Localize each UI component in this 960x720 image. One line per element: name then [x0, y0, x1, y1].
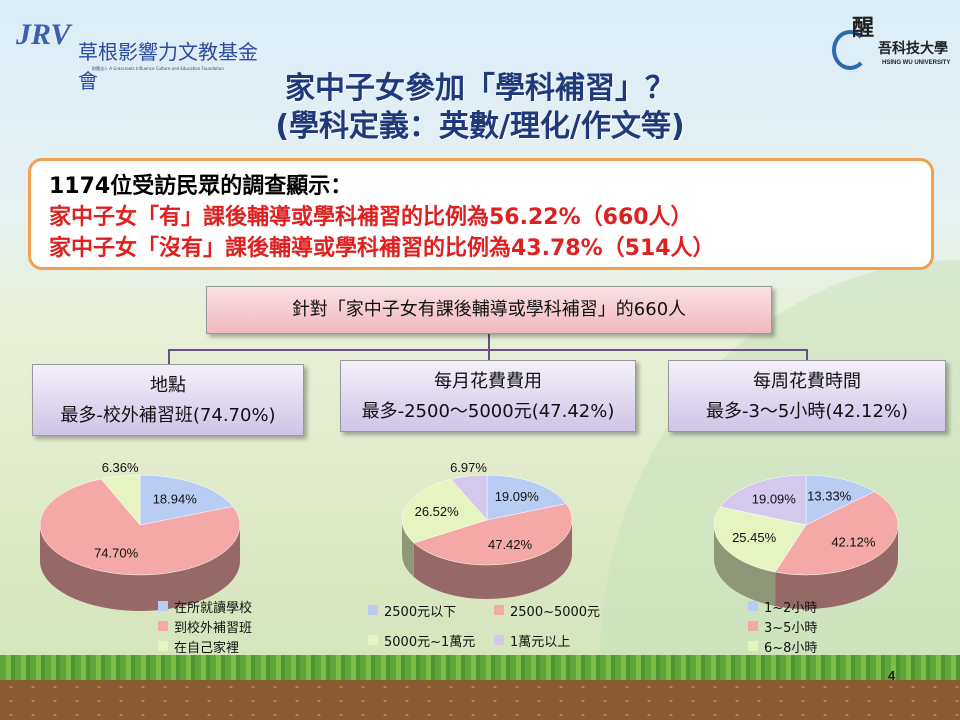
- title-line-2: (學科定義：英數/理化/作文等): [275, 109, 685, 144]
- legend-swatch: [748, 621, 758, 631]
- category-detail: 最多-3～5小時(42.12%): [705, 401, 909, 422]
- pie-2-slice-2: [413, 503, 573, 566]
- legend-label: 到校外補習班: [174, 620, 253, 636]
- pie-3-slice-3: [713, 506, 807, 573]
- pie-1-data-label: 6.36%: [102, 460, 139, 475]
- category-weekly-time: 每周花費時間 最多-3～5小時(42.12%): [668, 360, 946, 432]
- pie-3-slice-4: [719, 474, 807, 526]
- legend-label: 1萬元以上: [510, 634, 571, 650]
- pie-2-data-label: 26.52%: [415, 504, 460, 519]
- pie-1-data-label: 18.94%: [153, 491, 198, 506]
- pie-3-slice-1: [805, 474, 875, 526]
- foundation-subtitle: 財團法人 A Grassroots Influence Culture and …: [92, 66, 224, 71]
- legend-label: 在所就讀學校: [174, 600, 253, 616]
- summary-line-3: 家中子女「沒有」課後輔導或學科補習的比例為43.78%（514人）: [49, 236, 715, 261]
- category-detail: 最多-校外補習班(74.70%): [60, 405, 276, 426]
- pie-2-data-label: 6.97%: [450, 460, 487, 475]
- legend-item: 2500~5000元: [494, 600, 624, 620]
- soil-decoration: [0, 680, 960, 720]
- legend-swatch: [158, 621, 168, 631]
- pie-2-data-label: 19.09%: [495, 489, 540, 504]
- summary-line-1: 1174位受訪民眾的調查顯示：: [49, 174, 353, 199]
- logo-mark: JRV: [16, 18, 71, 51]
- legend-label: 2500~5000元: [510, 604, 601, 620]
- university-name-1: 醒: [852, 15, 875, 41]
- legend-swatch: [158, 601, 168, 611]
- foundation-logo: JRV 草根影響力文教基金會 財團法人 A Grassroots Influen…: [14, 12, 274, 93]
- legend-item: 2500元以下: [368, 600, 494, 620]
- root-node: 針對「家中子女有課後輔導或學科補習」的660人: [206, 286, 772, 334]
- legend-item: 1萬元以上: [494, 630, 624, 650]
- category-title: 每周花費時間: [753, 371, 861, 392]
- pie-2-slice-1: [486, 474, 567, 521]
- pie-1-slice-2: [39, 478, 241, 576]
- connector-line: [488, 334, 490, 350]
- pie-3-data-label: 13.33%: [807, 489, 852, 504]
- legend-item: 5000元~1萬元: [368, 630, 494, 650]
- pie-3-slice-2: [774, 491, 899, 576]
- legend-item: 6~8小時: [748, 636, 817, 656]
- legend-chart-1: 在所就讀學校 到校外補習班 在自己家裡: [158, 596, 252, 656]
- legend-swatch: [748, 641, 758, 651]
- university-logo: 醒 吾科技大學 HSING WU UNIVERSITY: [832, 10, 952, 72]
- category-title: 每月花費費用: [434, 371, 542, 392]
- legend-label: 6~8小時: [764, 640, 818, 656]
- grass-decoration: [0, 655, 960, 683]
- pie-3-side-3: [714, 525, 776, 607]
- legend-chart-3: 1~2小時 3~5小時 6~8小時: [748, 596, 817, 656]
- logo-swirl-icon: [832, 30, 868, 70]
- pie-3-side-2: [775, 525, 898, 609]
- connector-line: [488, 349, 490, 363]
- legend-item: 到校外補習班: [158, 616, 252, 636]
- legend-label: 2500元以下: [384, 604, 457, 620]
- page-number: 4: [888, 668, 896, 683]
- pie-3-data-label: 19.09%: [752, 491, 797, 506]
- connector-line: [168, 349, 170, 365]
- legend-swatch: [368, 635, 378, 645]
- foundation-name: 草根影響力文教基金會: [78, 40, 258, 93]
- legend-item: 在所就讀學校: [158, 596, 252, 616]
- pie-1-slice-1: [139, 474, 234, 526]
- legend-item: 1~2小時: [748, 596, 817, 616]
- slide-title: 家中子女參加「學科補習」？ (學科定義：英數/理化/作文等): [0, 70, 960, 146]
- university-name-2: 吾科技大學: [878, 41, 948, 57]
- pie-2-side-3: [402, 520, 414, 577]
- pie-2-slice-3: [401, 478, 488, 544]
- pie-2-side-2: [413, 520, 572, 599]
- legend-swatch: [748, 601, 758, 611]
- summary-box: 1174位受訪民眾的調查顯示： 家中子女「有」課後輔導或學科補習的比例為56.2…: [28, 158, 934, 270]
- category-detail: 最多-2500～5000元(47.42%): [361, 401, 615, 422]
- category-monthly-cost: 每月花費費用 最多-2500～5000元(47.42%): [340, 360, 636, 432]
- pie-3-data-label: 42.12%: [831, 534, 876, 549]
- legend-item: 3~5小時: [748, 616, 817, 636]
- connector-line: [806, 349, 808, 363]
- pie-2-slice-4: [450, 474, 488, 521]
- pie-1-data-label: 74.70%: [94, 546, 139, 561]
- legend-item: 在自己家裡: [158, 636, 252, 656]
- pie-3-data-label: 25.45%: [732, 530, 777, 545]
- legend-label: 3~5小時: [764, 620, 818, 636]
- category-title: 地點: [150, 375, 186, 396]
- legend-swatch: [368, 605, 378, 615]
- title-line-1: 家中子女參加「學科補習」？: [285, 71, 675, 106]
- summary-line-2: 家中子女「有」課後輔導或學科補習的比例為56.22%（660人）: [49, 205, 693, 230]
- legend-label: 1~2小時: [764, 600, 818, 616]
- legend-label: 在自己家裡: [174, 640, 240, 656]
- legend-chart-2: 2500元以下 2500~5000元 5000元~1萬元 1萬元以上: [368, 600, 624, 650]
- university-subtitle: HSING WU UNIVERSITY: [882, 60, 951, 66]
- pie-1-slice-3: [100, 474, 141, 526]
- category-location: 地點 最多-校外補習班(74.70%): [32, 364, 304, 436]
- legend-swatch: [494, 605, 504, 615]
- pie-2-data-label: 47.42%: [488, 537, 533, 552]
- pie-1-side-2: [40, 525, 240, 611]
- legend-swatch: [158, 641, 168, 651]
- legend-swatch: [494, 635, 504, 645]
- legend-label: 5000元~1萬元: [384, 634, 476, 650]
